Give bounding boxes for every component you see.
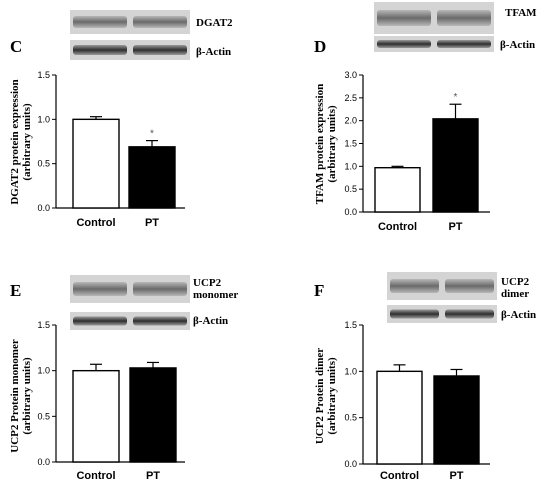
- x-category-label: Control: [76, 470, 115, 482]
- blot-band: [377, 40, 431, 48]
- panel-letter: F: [314, 281, 324, 300]
- blot-band: [133, 316, 187, 326]
- y-axis-label-line: (arbitrary units): [21, 103, 33, 181]
- blot-label: β-Actin: [501, 309, 536, 321]
- panel-letter: C: [10, 37, 22, 56]
- y-axis-label-line: DGAT2 protein expression: [9, 79, 21, 204]
- blot-band: [445, 279, 494, 293]
- x-category-label: Control: [378, 221, 417, 233]
- y-tick-label: 0.0: [344, 459, 357, 469]
- y-tick-label: 1.0: [344, 161, 357, 171]
- panel-letter: E: [10, 281, 21, 300]
- chart-panel-d: D TFAM β-Actin 0.0 0.5 1.0 1.5 2.0 2.5 3.0 TFAM pr…: [314, 2, 537, 233]
- x-category-label: Control: [380, 470, 419, 482]
- y-axis-label: UCP2 Protein monomer (arbitrary units): [9, 339, 33, 453]
- significance-marker: *: [150, 129, 154, 140]
- y-axis-label: UCP2 Protein dimer (arbitrary units): [314, 348, 338, 444]
- y-axis-label-line: (arbitrary units): [21, 357, 33, 435]
- blot-band: [437, 10, 491, 26]
- blot-label: DGAT2: [196, 17, 233, 29]
- y-tick-label: 0.5: [344, 413, 357, 423]
- y-tick-label: 1.5: [344, 320, 357, 330]
- y-tick-label: 1.0: [37, 114, 50, 124]
- blot-band: [73, 45, 127, 55]
- y-axis-label-line: TFAM protein expression: [314, 84, 326, 204]
- y-tick-label: 3.0: [344, 70, 357, 80]
- blot-label: monomer: [193, 289, 238, 301]
- western-blot: [387, 272, 497, 323]
- y-axis-label: TFAM protein expression (arbitrary units): [314, 84, 338, 204]
- blot-label: TFAM: [505, 7, 537, 19]
- blot-band: [445, 309, 494, 319]
- y-tick-label: 1.5: [37, 320, 50, 330]
- x-category-label: PT: [448, 221, 462, 233]
- blot-label: UCP2: [193, 277, 222, 289]
- y-tick-label: 1.5: [37, 70, 50, 80]
- blot-label: dimer: [501, 288, 529, 300]
- y-axis-label-line: UCP2 Protein dimer: [314, 348, 326, 444]
- y-tick-label: 0.5: [344, 184, 357, 194]
- x-category-label: PT: [145, 217, 159, 229]
- bar: [433, 375, 480, 465]
- blot-band: [133, 282, 187, 296]
- blot-band: [73, 282, 127, 296]
- blot-band: [133, 16, 187, 28]
- y-tick-label: 0.0: [37, 457, 50, 467]
- blot-label: β-Actin: [500, 39, 535, 51]
- y-tick-label: 2.0: [344, 116, 357, 126]
- western-blot: [70, 10, 190, 60]
- panel-letter: D: [314, 37, 326, 56]
- blot-band: [437, 40, 491, 48]
- y-tick-label: 0.5: [37, 411, 50, 421]
- blot-band: [390, 309, 439, 319]
- bar: [128, 146, 176, 209]
- x-category-label: PT: [449, 470, 463, 482]
- y-tick-label: 2.5: [344, 93, 357, 103]
- blot-band: [133, 45, 187, 55]
- y-axis-label-line: UCP2 Protein monomer: [9, 339, 21, 453]
- blot-band: [390, 279, 439, 293]
- y-tick-label: 1.5: [344, 139, 357, 149]
- x-category-label: PT: [146, 470, 160, 482]
- bar: [129, 367, 177, 463]
- y-axis-label-line: (arbitrary units): [326, 105, 338, 183]
- bar: [374, 167, 421, 213]
- blot-band: [73, 16, 127, 28]
- y-axis-label-line: (arbitrary units): [326, 357, 338, 435]
- x-category-label: Control: [76, 217, 115, 229]
- y-tick-label: 0.5: [37, 159, 50, 169]
- y-tick-label: 1.0: [37, 366, 50, 376]
- bar: [376, 370, 423, 465]
- blot-band: [377, 10, 431, 26]
- blot-band: [73, 316, 127, 326]
- y-tick-label: 1.0: [344, 366, 357, 376]
- chart-panel-c: C DGAT2 β-Actin 0.0 0.5 1.0 1.5 DGAT2 protein e…: [9, 10, 233, 229]
- bar: [432, 118, 479, 213]
- significance-marker: *: [454, 92, 458, 103]
- western-blot: [70, 275, 190, 330]
- western-blot: [374, 2, 494, 52]
- blot-label: β-Actin: [196, 46, 231, 58]
- y-tick-label: 0.0: [344, 207, 357, 217]
- blot-label: UCP2: [501, 276, 530, 288]
- y-tick-label: 0.0: [37, 203, 50, 213]
- bar: [72, 369, 120, 463]
- blot-label: β-Actin: [193, 315, 228, 327]
- bar: [72, 118, 120, 209]
- y-axis-label: DGAT2 protein expression (arbitrary units…: [9, 79, 33, 204]
